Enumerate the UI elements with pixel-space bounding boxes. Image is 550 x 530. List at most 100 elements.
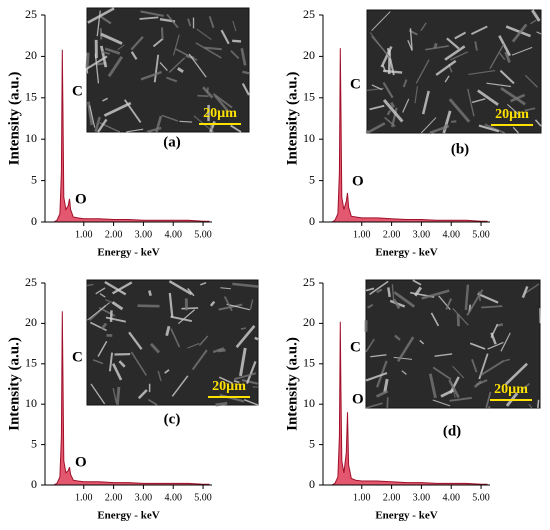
sem-texture [204, 46, 222, 51]
sem-texture [111, 301, 124, 311]
sem-texture [402, 79, 408, 88]
y-tick-label: 15 [25, 90, 37, 104]
sem-texture [394, 334, 401, 341]
sem-texture [161, 114, 179, 122]
sem-texture [179, 120, 193, 123]
sem-texture [534, 119, 542, 127]
y-tick-label: 25 [303, 275, 315, 289]
x-tick-label: 5.00 [194, 229, 212, 240]
sem-texture [104, 47, 121, 55]
sem-texture [164, 369, 170, 374]
x-tick-label: 3.00 [413, 492, 431, 503]
panel-label: (d) [443, 423, 461, 439]
sem-texture [415, 59, 430, 84]
sem-texture [92, 359, 104, 365]
sem-texture [536, 31, 542, 35]
sem-texture [107, 55, 124, 78]
sem-texture [471, 25, 488, 35]
sem-texture [123, 99, 142, 123]
sem-texture [384, 116, 396, 127]
sem-texture [412, 279, 422, 286]
sem-texture [177, 309, 196, 325]
sem-texture [95, 287, 106, 295]
sem-texture [209, 300, 216, 307]
sem-texture [137, 389, 148, 400]
y-axis-title: Intensity (a.u.) [284, 337, 300, 431]
sem-texture [86, 283, 94, 287]
sem-texture [449, 396, 472, 402]
sem-texture [99, 28, 103, 40]
sem-texture [168, 292, 174, 318]
sem-texture [469, 342, 486, 350]
sem-texture [223, 296, 233, 312]
sem-texture [448, 98, 471, 123]
panel-label: (a) [163, 134, 181, 150]
sem-texture [366, 122, 386, 135]
sem-texture [232, 282, 259, 288]
sem-texture [96, 118, 108, 133]
sem-texture [473, 380, 483, 388]
x-axis-title: Energy - keV [97, 510, 159, 522]
sem-texture [171, 375, 189, 397]
sem-texture [369, 104, 385, 111]
sem-texture [86, 68, 89, 74]
x-tick-label: 2.00 [105, 492, 123, 503]
x-tick-label: 2.00 [383, 492, 401, 503]
sem-texture [230, 124, 242, 133]
sem-texture [244, 399, 259, 406]
sem-texture [512, 126, 519, 134]
sem-texture [484, 123, 506, 134]
sem-texture [170, 328, 181, 348]
peak-annotation: C [72, 83, 83, 99]
sem-texture [212, 93, 233, 109]
x-tick-label: 2.00 [105, 229, 123, 240]
sem-texture [434, 353, 453, 357]
sem-texture [128, 331, 143, 350]
sem-texture [421, 289, 450, 300]
sem-texture [168, 57, 186, 73]
sem-texture [519, 383, 530, 392]
sem-texture [521, 285, 529, 299]
sem-texture [445, 298, 453, 310]
sem-texture [390, 101, 396, 108]
sem-texture [187, 288, 195, 297]
peak-annotation: C [350, 339, 361, 355]
sem-texture [499, 52, 506, 61]
sem-texture [499, 69, 515, 85]
sem-texture [444, 45, 466, 61]
sem-texture [365, 338, 375, 353]
sem-texture [365, 372, 388, 382]
sem-texture [140, 70, 162, 81]
sem-texture [187, 342, 200, 349]
sem-image [365, 9, 542, 135]
sem-texture [371, 11, 391, 32]
spectrum [53, 311, 210, 486]
sem-texture [500, 86, 526, 106]
y-tick-label: 5 [309, 172, 315, 186]
y-tick-label: 0 [31, 214, 37, 228]
sem-texture [130, 51, 138, 60]
sem-texture [420, 117, 437, 134]
sem-texture [86, 101, 94, 126]
sem-texture [218, 376, 233, 384]
sem-texture [185, 54, 195, 60]
peak-annotation: C [72, 349, 83, 365]
x-tick-label: 4.00 [164, 492, 182, 503]
sem-texture [505, 25, 531, 38]
y-tick-label: 20 [303, 48, 315, 62]
sem-texture [452, 365, 465, 379]
sem-texture [375, 389, 389, 398]
sem-texture [428, 373, 437, 399]
sem-texture [97, 340, 108, 357]
sem-texture [249, 299, 254, 310]
sem-texture [438, 295, 451, 311]
scale-bar-label: 20µm [203, 106, 237, 121]
sem-texture [240, 327, 247, 330]
sem-texture [444, 75, 450, 83]
sem-texture [115, 386, 121, 405]
sem-texture [487, 341, 504, 350]
sem-texture [498, 35, 512, 57]
sem-texture [195, 42, 222, 59]
sem-texture [382, 81, 394, 99]
